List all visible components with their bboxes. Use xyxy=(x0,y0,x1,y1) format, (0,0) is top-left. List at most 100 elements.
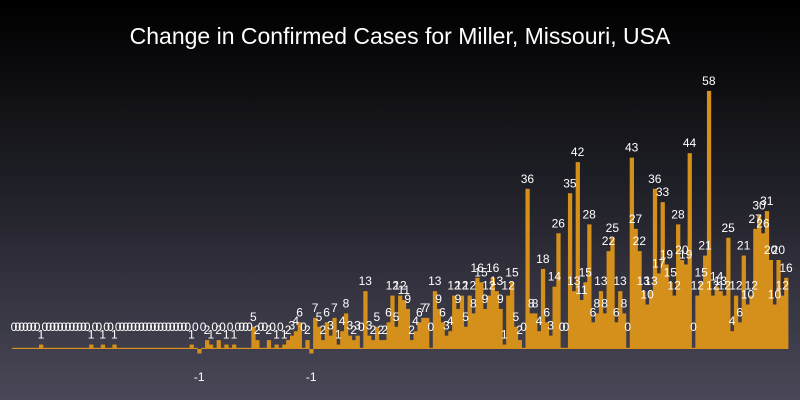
data-label: 0 xyxy=(34,320,41,334)
data-label: 0 xyxy=(92,320,99,334)
bar xyxy=(108,347,113,349)
data-label: 4 xyxy=(412,314,419,328)
data-label: 1 xyxy=(99,328,106,342)
bar xyxy=(208,344,214,349)
bar xyxy=(297,322,302,349)
data-label: 12 xyxy=(455,279,469,293)
data-label: 30 xyxy=(752,199,766,213)
data-label: 0 xyxy=(277,320,284,334)
data-label: 12 xyxy=(667,279,681,293)
bar xyxy=(467,295,472,349)
bar xyxy=(444,335,449,349)
data-label: 9 xyxy=(404,292,411,306)
data-label: 12 xyxy=(706,279,720,293)
data-labels-group: 0000000100000000000010010010000000000000… xyxy=(11,74,793,384)
bar xyxy=(104,347,109,349)
data-label: 6 xyxy=(416,305,423,319)
data-label: 0 xyxy=(126,320,133,334)
bar xyxy=(664,264,669,349)
bar xyxy=(606,251,611,349)
data-label: 15 xyxy=(664,265,678,279)
bar xyxy=(676,224,681,349)
bar xyxy=(459,295,465,349)
bar xyxy=(201,347,206,349)
bar xyxy=(305,340,310,349)
bar xyxy=(235,347,241,349)
bar xyxy=(706,90,712,350)
data-label: 0 xyxy=(150,320,157,334)
data-label: 16 xyxy=(779,261,793,275)
data-label: 12 xyxy=(718,279,732,293)
bar xyxy=(243,347,248,349)
data-label: 16 xyxy=(471,261,485,275)
chart-title: Change in Confirmed Cases for Miller, Mi… xyxy=(130,23,671,49)
data-label: 1 xyxy=(273,328,280,342)
bar xyxy=(513,326,519,349)
bar xyxy=(69,347,75,349)
bar xyxy=(313,317,318,349)
data-label: 0 xyxy=(173,320,180,334)
data-label: 13 xyxy=(613,274,627,288)
bar xyxy=(668,282,673,349)
data-label: 12 xyxy=(776,279,790,293)
bar xyxy=(741,255,746,349)
bar xyxy=(506,295,511,349)
bar xyxy=(390,295,395,349)
data-label: 13 xyxy=(637,274,651,288)
data-label: 12 xyxy=(386,279,400,293)
bar xyxy=(633,228,638,349)
data-label: 0 xyxy=(184,320,191,334)
data-label: 2 xyxy=(285,323,292,337)
data-label: 1 xyxy=(88,328,95,342)
bar xyxy=(672,295,677,349)
bar xyxy=(645,304,650,349)
data-label: 7 xyxy=(312,301,319,315)
bar xyxy=(216,340,221,349)
bar xyxy=(158,347,163,349)
data-label: 16 xyxy=(486,261,500,275)
bar xyxy=(710,295,716,349)
data-label: 12 xyxy=(501,279,515,293)
bar xyxy=(428,347,434,349)
data-label: 12 xyxy=(393,279,407,293)
bar xyxy=(768,260,773,349)
data-label: 5 xyxy=(512,310,519,324)
bar xyxy=(760,233,766,349)
bar xyxy=(475,277,480,349)
data-label: 5 xyxy=(373,310,380,324)
data-label: 0 xyxy=(428,320,435,334)
bar xyxy=(143,347,148,349)
data-label: 2 xyxy=(381,323,388,337)
data-label: 58 xyxy=(702,74,716,88)
bar xyxy=(347,335,353,349)
data-label: 0 xyxy=(22,320,29,334)
bar xyxy=(776,260,781,349)
bar xyxy=(378,340,384,349)
data-label: 6 xyxy=(439,305,446,319)
bar xyxy=(784,277,789,349)
bar xyxy=(540,268,546,349)
data-label: 10 xyxy=(640,288,654,302)
bar xyxy=(413,331,418,349)
bar xyxy=(398,295,403,349)
data-label: 3 xyxy=(354,319,361,333)
bar xyxy=(764,211,770,349)
bar xyxy=(262,347,268,349)
data-label: 0 xyxy=(242,320,249,334)
bar xyxy=(614,322,619,349)
bar xyxy=(328,335,333,349)
bar xyxy=(62,347,67,349)
bar xyxy=(31,347,36,349)
bar xyxy=(12,347,17,349)
bar xyxy=(737,322,743,349)
data-label: 22 xyxy=(633,234,647,248)
data-label: 4 xyxy=(729,314,736,328)
bar xyxy=(471,313,476,349)
data-label: 0 xyxy=(68,320,75,334)
bar xyxy=(66,347,71,349)
data-label: 8 xyxy=(528,296,535,310)
bar xyxy=(409,340,414,349)
bar xyxy=(691,347,696,349)
bar xyxy=(452,295,457,349)
